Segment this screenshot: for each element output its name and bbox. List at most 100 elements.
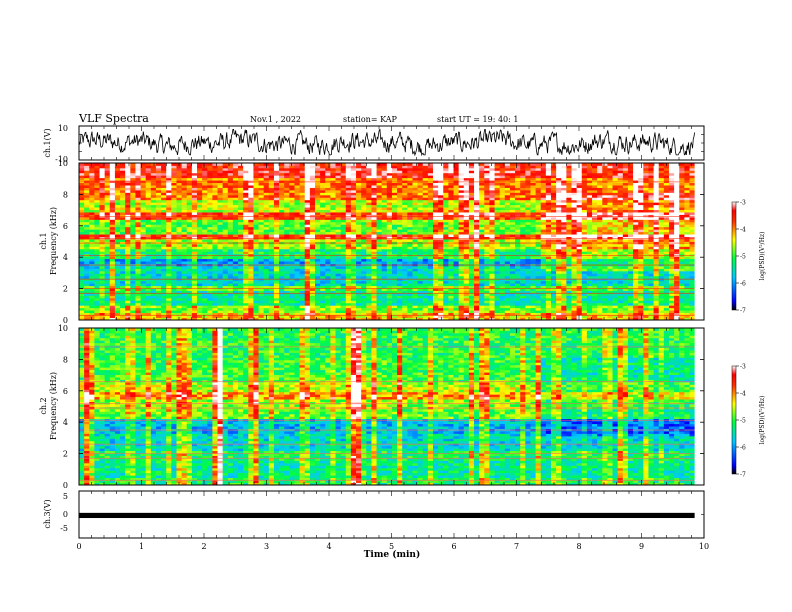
spectrogram-cell <box>668 246 675 250</box>
spectrogram-cell <box>171 251 177 255</box>
spectrogram-cell <box>279 273 285 277</box>
spectrogram-cell <box>356 317 362 321</box>
spectrogram-cell <box>571 317 578 321</box>
spectrogram-cell <box>540 221 547 225</box>
spectrogram-cell <box>120 312 126 316</box>
spectrogram-cell <box>94 293 100 296</box>
spectrogram-cell <box>417 229 424 233</box>
spectrogram-cell <box>109 219 116 223</box>
spectrogram-cell <box>120 231 126 235</box>
spectrogram-cell <box>227 231 234 235</box>
spectrogram-cell <box>248 246 254 250</box>
spectrogram-cell <box>597 283 603 287</box>
spectrogram-cell <box>612 280 619 284</box>
spectrogram-cell <box>612 290 619 294</box>
spectrogram-cell <box>345 251 352 255</box>
spectrogram-cell <box>330 290 336 294</box>
spectrogram-cell <box>474 278 480 282</box>
spectrogram-cell <box>545 305 552 309</box>
spectrogram-cell <box>314 261 321 264</box>
spectrogram-cell <box>674 253 680 257</box>
spectrogram-cell <box>99 256 106 260</box>
spectrogram-cell <box>438 297 444 301</box>
spectrogram-cell <box>207 256 213 260</box>
spectrogram-cell <box>191 248 198 252</box>
spectrogram-cell <box>186 275 193 279</box>
spectrogram-cell <box>627 261 634 264</box>
spectrogram-cell <box>597 302 603 306</box>
spectrogram-cell <box>222 285 229 289</box>
spectrogram-cell <box>243 302 249 306</box>
spectrogram-cell <box>463 307 470 311</box>
spectrogram-cell <box>145 229 152 233</box>
spectrogram-cell <box>268 253 275 257</box>
spectrogram-cell <box>653 273 660 277</box>
spectrogram-cell <box>207 224 213 228</box>
spectrogram-cell <box>84 317 90 321</box>
spectrogram-cell <box>386 229 393 233</box>
spectrogram-cell <box>120 239 126 242</box>
spectrogram-cell <box>155 290 162 294</box>
spectrogram-cell <box>356 278 362 282</box>
spectrogram-cell <box>212 280 218 284</box>
spectrogram-cell <box>386 278 393 282</box>
spectrogram-cell <box>212 307 218 311</box>
spectrogram-cell <box>648 295 654 299</box>
spectrogram-cell <box>361 261 367 264</box>
spectrogram-cell <box>186 290 193 294</box>
spectrogram-cell <box>443 256 449 260</box>
spectrogram-cell <box>407 290 413 294</box>
spectrogram-cell <box>602 278 608 282</box>
spectrogram-cell <box>484 310 490 314</box>
spectrogram-cell <box>263 253 270 257</box>
spectrogram-cell <box>304 270 311 274</box>
spectrogram-cell <box>643 251 649 255</box>
spectrogram-cell <box>407 302 413 306</box>
spectrogram-cell <box>566 317 572 321</box>
spectrogram-cell <box>458 270 465 274</box>
spectrogram-cell <box>479 221 485 225</box>
spectrogram-cell <box>361 226 367 230</box>
spectrogram-cell <box>515 305 521 309</box>
spectrogram-cell <box>545 248 552 252</box>
spectrogram-cell <box>345 261 352 264</box>
spectrogram-cell <box>479 256 485 260</box>
spectrogram-cell <box>196 315 203 318</box>
spectrogram-cell <box>592 302 598 306</box>
spectrogram-cell <box>104 317 111 321</box>
spectrogram-cell <box>232 297 239 301</box>
spectrogram-cell <box>412 317 418 321</box>
spectrogram-cell <box>207 239 213 242</box>
spectrogram-cell <box>150 290 157 294</box>
spectrogram-cell <box>104 293 111 296</box>
spectrogram-cell <box>335 261 342 264</box>
spectrogram-cell <box>622 246 629 250</box>
spectrogram-cell <box>674 275 680 279</box>
spectrogram-cell <box>556 315 562 318</box>
spectrogram-cell <box>335 239 342 242</box>
spectrogram-cell <box>207 273 213 277</box>
spectrogram-cell <box>612 312 619 316</box>
spectrogram-cell <box>340 310 347 314</box>
spectrogram-cell <box>566 243 572 247</box>
spectrogram-cell <box>279 312 285 316</box>
spectrogram-cell <box>94 253 100 257</box>
spectrogram-cell <box>407 270 413 274</box>
spectrogram-cell <box>576 226 583 230</box>
spectrogram-cell <box>196 285 203 289</box>
spectrogram-cell <box>79 300 85 304</box>
spectrogram-cell <box>299 243 306 247</box>
spectrogram-cell <box>99 266 106 269</box>
spectrogram-cell <box>289 317 295 321</box>
spectrogram-cell <box>171 253 177 257</box>
spectrogram-cell <box>504 234 511 237</box>
spectrogram-cell <box>509 256 516 260</box>
spectrogram-cell <box>453 310 460 314</box>
spectrogram-cell <box>515 268 521 272</box>
spectrogram-cell <box>253 283 259 287</box>
spectrogram-cell <box>612 297 619 301</box>
spectrogram-cell <box>309 278 316 282</box>
spectrogram-cell <box>571 285 578 289</box>
spectrogram-cell <box>243 317 249 321</box>
spectrogram-cell <box>135 293 141 296</box>
